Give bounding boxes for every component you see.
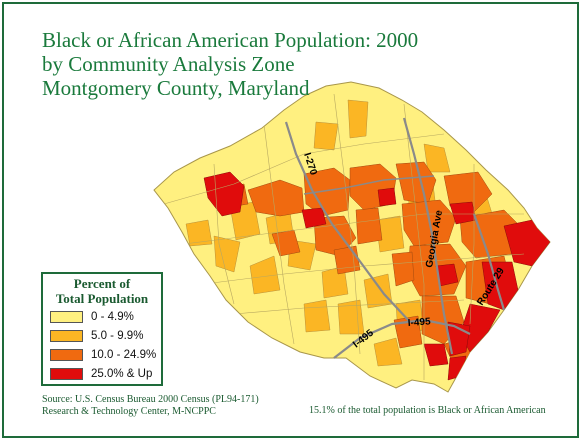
map-frame: I-270 Georgia Ave Route 29 I-495 I-495 B… [2, 2, 579, 438]
county-map: I-270 Georgia Ave Route 29 I-495 I-495 [153, 81, 551, 393]
legend-title-line-2: Total Population [55, 291, 149, 306]
legend-swatch [50, 349, 83, 361]
georgia-ave-road [402, 117, 454, 355]
legend-item: 0 - 4.9% [50, 310, 134, 324]
source-citation: Source: U.S. Census Bureau 2000 Census (… [42, 394, 259, 418]
legend-label: 25.0% & Up [91, 368, 153, 380]
i495-road [333, 318, 471, 359]
legend-label: 0 - 4.9% [91, 311, 134, 323]
title-line-2: by Community Analysis Zone [42, 52, 295, 76]
legend-item: 25.0% & Up [50, 367, 152, 381]
legend-item: 10.0 - 24.9% [50, 348, 156, 362]
source-line-1: Source: U.S. Census Bureau 2000 Census (… [42, 394, 259, 405]
highways [284, 117, 506, 359]
legend-label: 5.0 - 9.9% [91, 330, 144, 342]
legend-label: 10.0 - 24.9% [91, 349, 157, 361]
legend-swatch [50, 311, 83, 323]
legend-swatch [50, 330, 83, 342]
title-line-3: Montgomery County, Maryland [42, 76, 310, 100]
map-title: Black or African American Population: 20… [42, 28, 418, 100]
legend-swatch [50, 368, 83, 380]
legend-title: Percent of Total Population [43, 276, 161, 306]
i270-road [284, 121, 411, 323]
title-line-1: Black or African American Population: 20… [42, 28, 419, 52]
i495-east-label: I-495 [407, 316, 431, 329]
legend: Percent of Total Population 0 - 4.9% 5.0… [41, 272, 163, 386]
legend-item: 5.0 - 9.9% [50, 329, 143, 343]
route29-road [472, 213, 506, 311]
population-note: 15.1% of the total population is Black o… [309, 405, 546, 416]
source-line-2: Research & Technology Center, M-NCPPC [42, 406, 216, 417]
legend-title-line-1: Percent of [73, 276, 131, 291]
secondary-road [303, 175, 435, 195]
